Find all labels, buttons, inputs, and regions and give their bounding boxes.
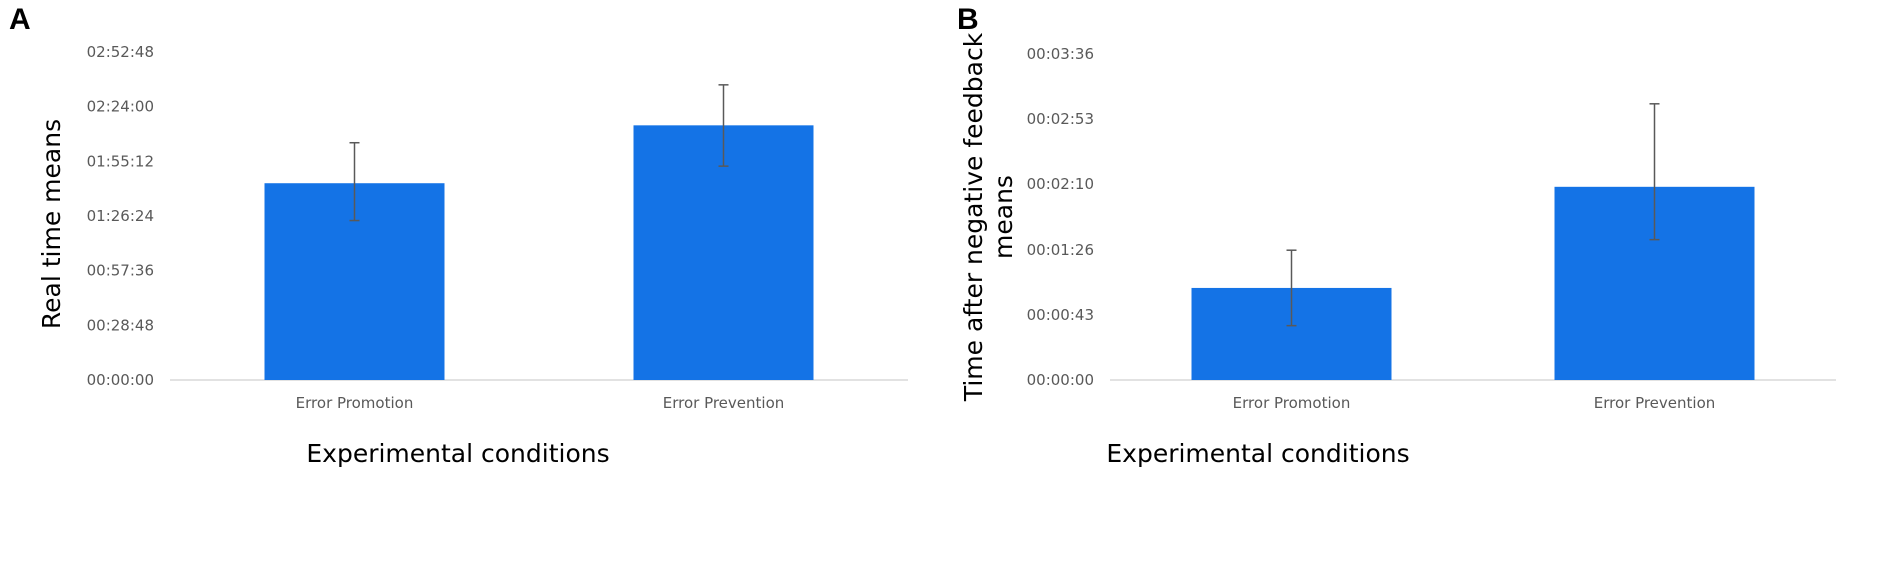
category-label: Error Promotion [296, 394, 414, 412]
x-axis-title: Experimental conditions [306, 439, 609, 468]
error-bar [1286, 249, 1297, 327]
y-tick-label: 00:02:10 [1027, 175, 1094, 193]
error-bar [349, 141, 360, 222]
y-tick-label: 02:24:00 [87, 98, 154, 116]
panel-label-a: A [9, 3, 31, 36]
category-label: Error Prevention [663, 394, 785, 412]
y-tick-label: 00:28:48 [87, 316, 154, 334]
error-bar [1649, 103, 1660, 241]
panel-label-b: B [957, 3, 979, 36]
y-tick-label: 00:00:43 [1027, 306, 1094, 324]
chart-panel-a: 00:00:00 00:28:48 00:57:36 01:26:24 01:55:12… [37, 43, 908, 468]
category-label: Error Promotion [1233, 394, 1351, 412]
bar-error-prevention [633, 125, 814, 380]
chart-panel-b: 00:00:00 00:00:43 00:01:26 00:02:10 00:02:53… [960, 32, 1836, 468]
x-axis-title: Experimental conditions [1106, 439, 1409, 468]
y-tick-label: 02:52:48 [87, 43, 154, 61]
y-tick-label: 00:02:53 [1027, 110, 1094, 128]
y-tick-label: 01:26:24 [87, 207, 154, 225]
y-axis-title: Real time means [37, 119, 66, 329]
error-bar [718, 84, 729, 167]
y-tick-label: 00:00:00 [1027, 371, 1094, 389]
y-tick-label: 00:01:26 [1027, 241, 1094, 259]
category-label: Error Prevention [1594, 394, 1716, 412]
y-tick-label: 01:55:12 [87, 152, 154, 170]
y-tick-label: 00:57:36 [87, 262, 154, 280]
y-tick-label: 00:03:36 [1027, 45, 1094, 63]
y-tick-label: 00:00:00 [87, 371, 154, 389]
y-axis-title: Time after negative feedbackmeans [960, 32, 1018, 402]
